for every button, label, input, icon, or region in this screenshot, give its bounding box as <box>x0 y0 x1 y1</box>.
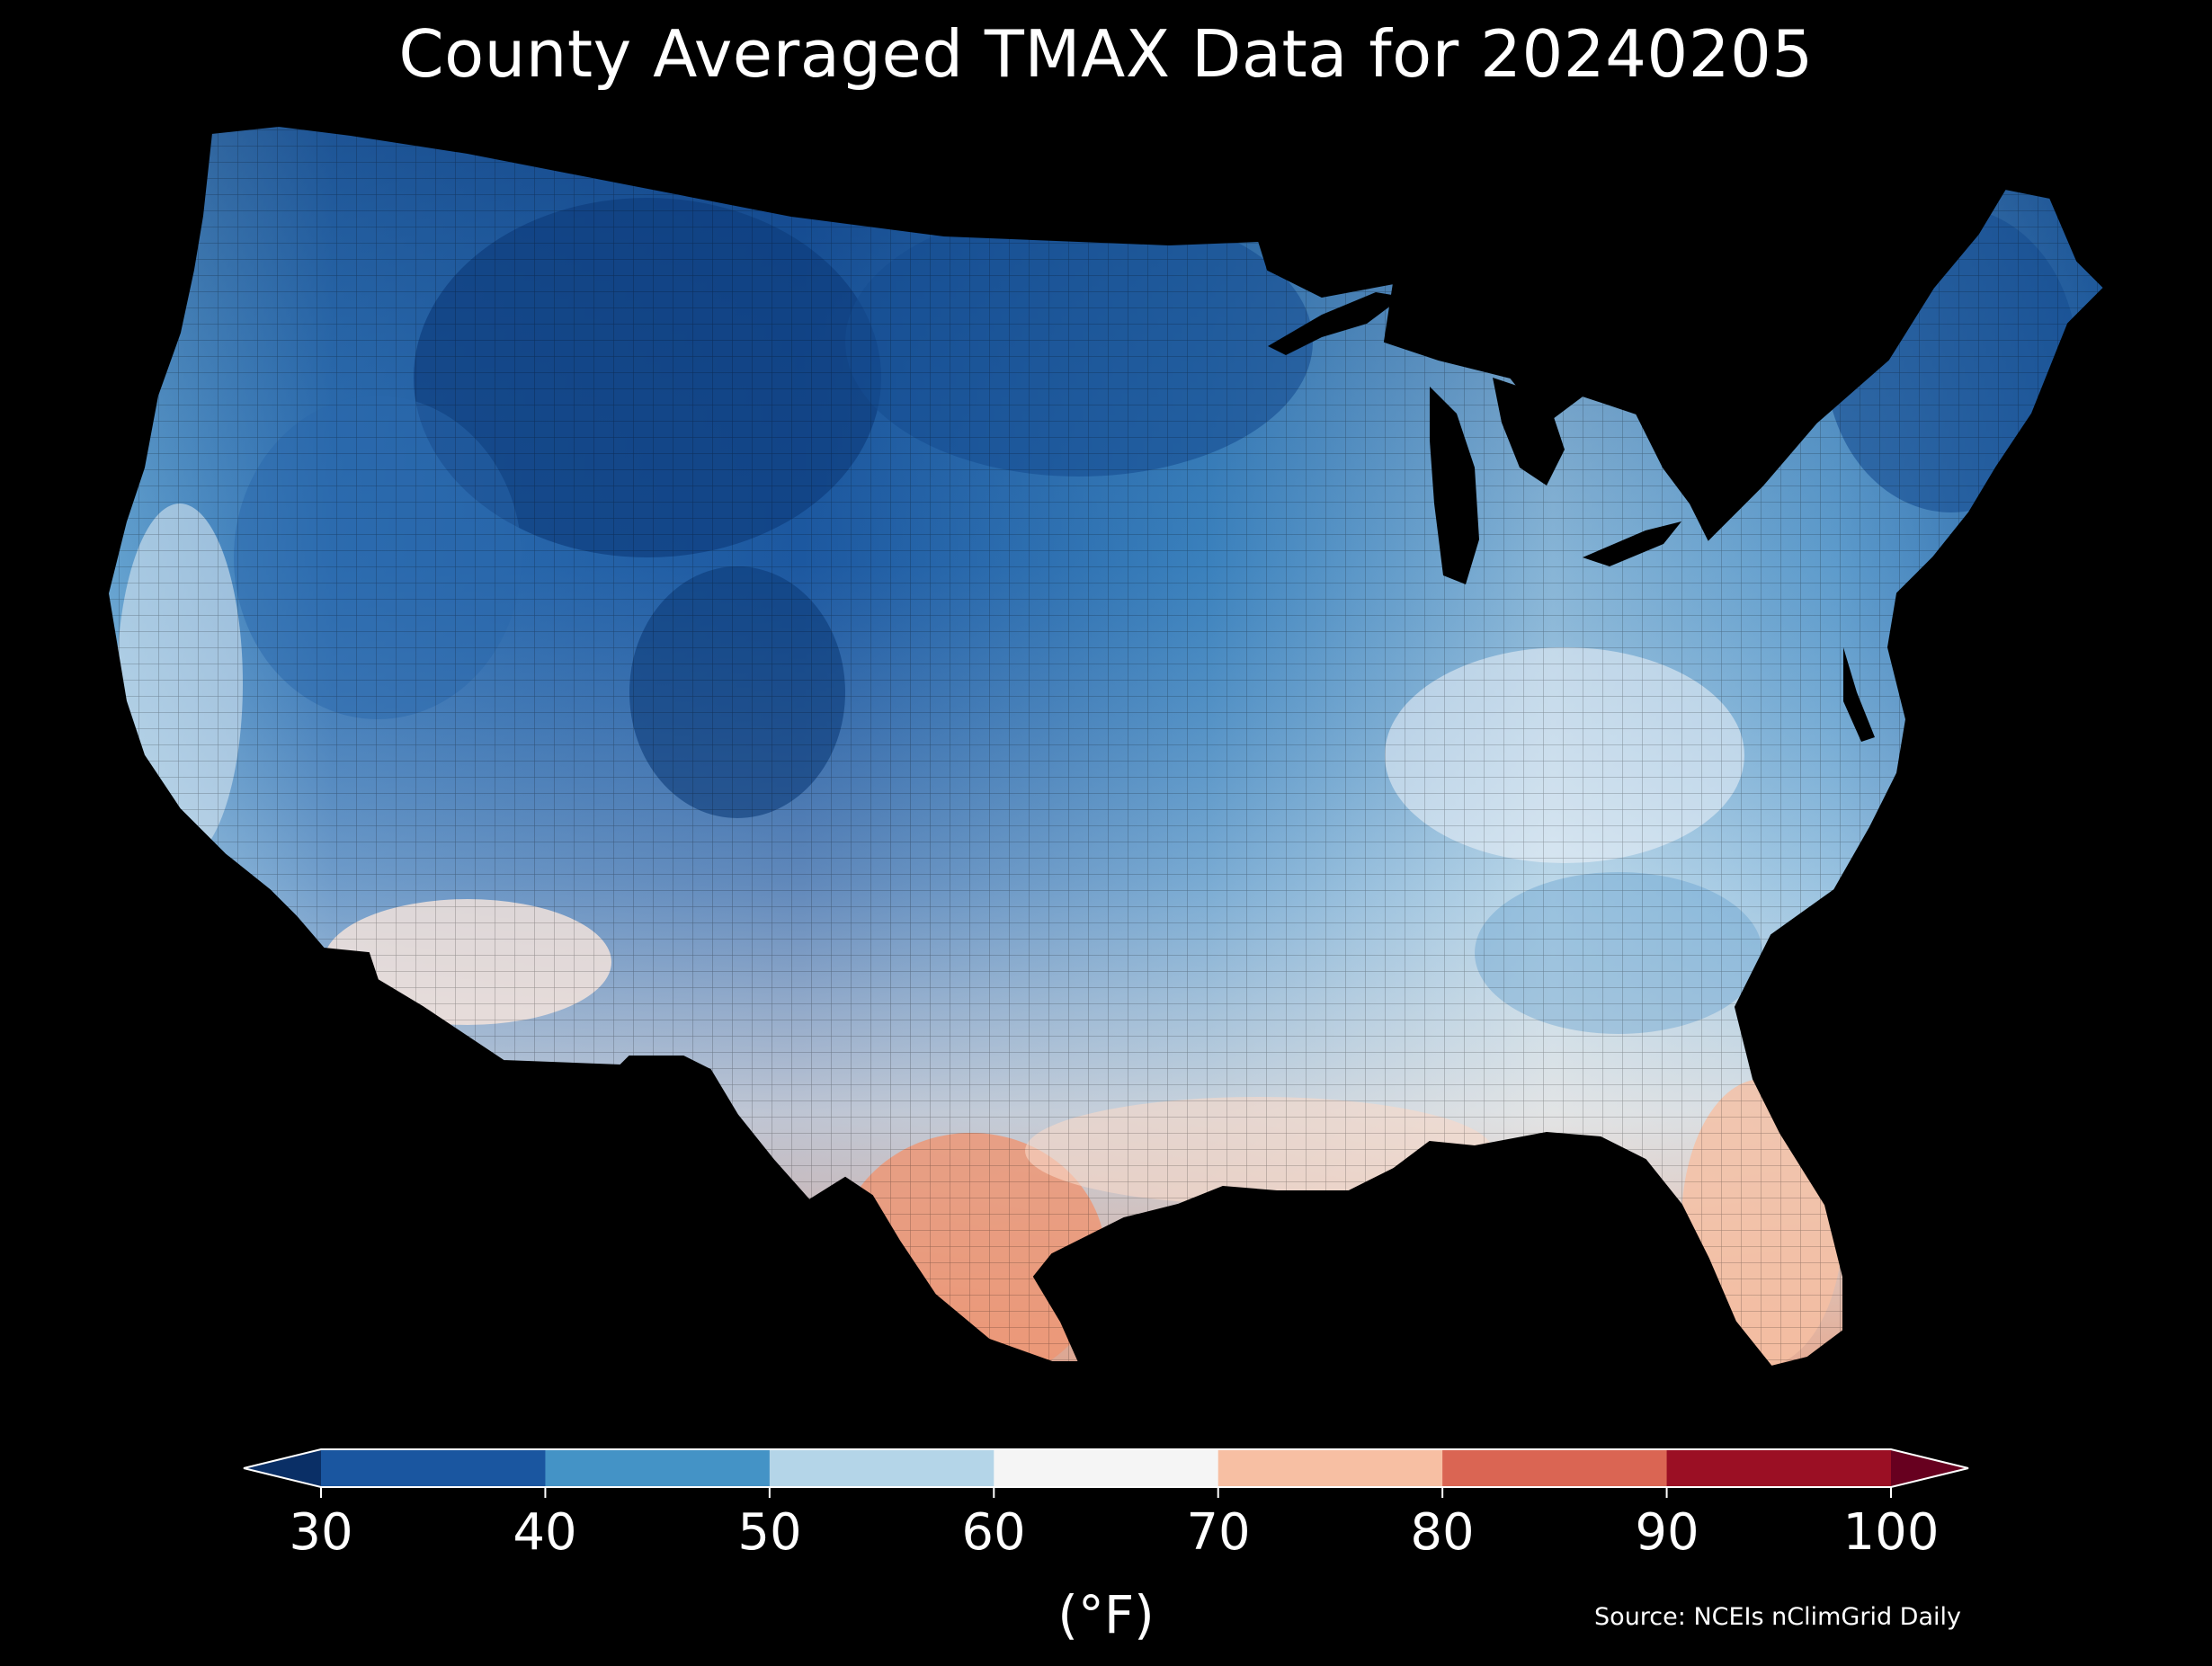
colorbar <box>243 1448 1969 1498</box>
colorbar-bin-80-90 <box>1442 1449 1668 1487</box>
colorbar-bin-40-50 <box>545 1449 771 1487</box>
colorbar-extend-over <box>1891 1449 1968 1487</box>
contiguous-us-landmass <box>108 126 2104 1367</box>
lake-erie <box>1583 521 1681 566</box>
colorbar-tick-60: 60 <box>961 1503 1026 1562</box>
colorbar-tick-100: 100 <box>1842 1503 1940 1562</box>
colorbar-bin-90-100 <box>1666 1449 1892 1487</box>
colorbar-bin-60-70 <box>994 1449 1219 1487</box>
colorbar-bin-50-60 <box>769 1449 995 1487</box>
lake-huron <box>1493 378 1565 486</box>
colorbar-tick-90: 90 <box>1635 1503 1699 1562</box>
colorbar-tick-30: 30 <box>289 1503 353 1562</box>
colorbar-bin-70-80 <box>1217 1449 1443 1487</box>
colorbar-bin-30-40 <box>321 1449 546 1487</box>
colorbar-tick-80: 80 <box>1410 1503 1475 1562</box>
lake-michigan <box>1430 387 1479 584</box>
colorbar-extend-under <box>244 1449 321 1487</box>
colorbar-tick-70: 70 <box>1186 1503 1251 1562</box>
map-title: County Averaged TMAX Data for 20240205 <box>398 16 1814 92</box>
chesapeake-bay <box>1843 647 1875 742</box>
colorbar-tick-40: 40 <box>513 1503 577 1562</box>
colorbar-tick-50: 50 <box>737 1503 802 1562</box>
lake-superior <box>1268 292 1403 355</box>
source-credit: Source: NCEIs nClimGrid Daily <box>1594 1603 1961 1631</box>
colorbar-unit-label: (°F) <box>1057 1584 1155 1645</box>
